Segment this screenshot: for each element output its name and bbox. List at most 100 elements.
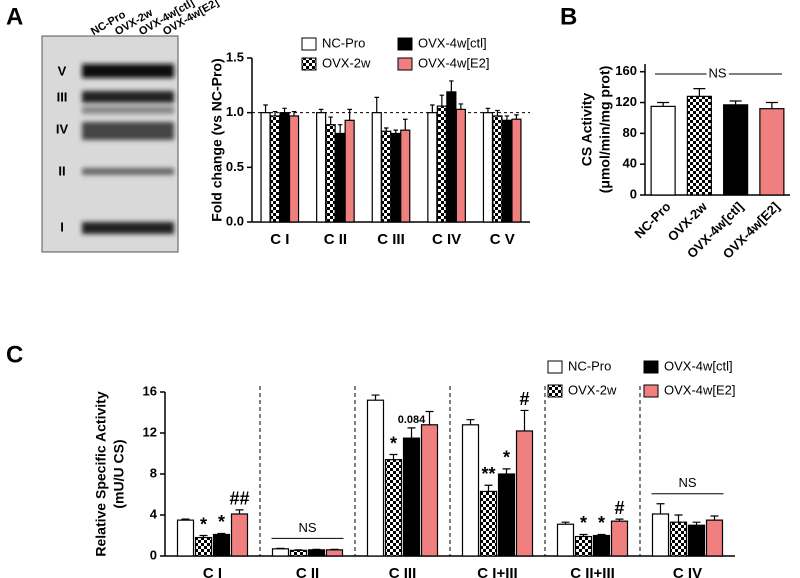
- bar: [194, 536, 213, 557]
- bar: [556, 523, 575, 557]
- error-bar: [514, 114, 519, 120]
- error-bar: [520, 409, 529, 431]
- legend-swatch: [643, 384, 659, 398]
- bar: [515, 430, 534, 557]
- blot: [41, 35, 179, 253]
- significance-label: *: [390, 433, 397, 453]
- bar: [230, 513, 249, 557]
- bar: [420, 424, 439, 557]
- y-tick-label: 80: [623, 125, 637, 140]
- significance-label: *: [200, 514, 207, 534]
- error-bar: [656, 503, 665, 514]
- error-bar: [403, 118, 408, 131]
- significance-label: **: [481, 464, 495, 484]
- bar: [461, 424, 480, 557]
- bar: [492, 115, 503, 223]
- bar: [212, 533, 231, 557]
- bar: [650, 105, 676, 196]
- error-bar: [318, 108, 324, 113]
- group-label: NS: [678, 475, 696, 490]
- error-bar: [407, 427, 416, 439]
- bar: [723, 104, 749, 196]
- bar: [592, 534, 611, 557]
- y-tick-label: 12: [143, 424, 157, 439]
- bar: [366, 399, 385, 557]
- bar: [400, 129, 411, 223]
- error-bar: [430, 104, 435, 113]
- panel-label: A: [6, 3, 23, 30]
- error-bar: [485, 107, 491, 113]
- bar: [279, 112, 290, 223]
- error-bar: [579, 533, 588, 537]
- error-bar: [597, 533, 606, 536]
- bar: [371, 112, 382, 223]
- error-bar: [729, 100, 742, 105]
- y-tick-label: 0: [630, 186, 637, 201]
- bar: [288, 115, 300, 223]
- panel-label: C: [6, 341, 23, 368]
- bar: [402, 437, 421, 557]
- error-bar: [449, 80, 454, 92]
- y-tick-label: 1.0: [226, 104, 244, 119]
- bar: [325, 549, 344, 557]
- error-bar: [282, 107, 287, 113]
- band-label: I: [60, 219, 64, 234]
- legend-swatch: [397, 57, 413, 71]
- legend-swatch: [547, 384, 563, 398]
- error-bar: [199, 534, 208, 538]
- error-bar: [504, 115, 510, 121]
- bar: [482, 112, 494, 223]
- bar: [269, 115, 281, 223]
- error-bar: [294, 549, 303, 551]
- y-tick-label: 0: [150, 547, 157, 562]
- x-tick-label: C III: [377, 231, 405, 248]
- x-tick-label: C I: [270, 231, 289, 248]
- error-bar: [371, 394, 380, 401]
- error-bar: [347, 108, 352, 121]
- x-tick-label: C I: [203, 565, 222, 578]
- bar: [479, 490, 498, 557]
- y-tick-label: 40: [623, 156, 637, 171]
- legend-swatch: [301, 37, 317, 51]
- bar: [574, 535, 593, 557]
- error-bar: [674, 514, 683, 523]
- error-bar: [458, 103, 464, 110]
- x-tick-label: C II+III: [570, 565, 615, 578]
- bar: [511, 118, 522, 223]
- y-tick-label: 16: [143, 383, 157, 398]
- error-bar: [439, 94, 445, 107]
- y-axis-label: Fold change (vs NC-Pro): [209, 58, 225, 221]
- legend-label: OVX-4w[E2]: [418, 55, 490, 70]
- band-label: II: [58, 163, 65, 178]
- error-bar: [389, 453, 398, 460]
- y-tick-label: 8: [150, 465, 157, 480]
- band-label: III: [57, 89, 68, 104]
- y-axis-label: CS Activity: [579, 93, 595, 167]
- bar: [289, 549, 308, 557]
- blot-bands: [82, 64, 174, 234]
- bar: [497, 473, 516, 557]
- legend-label: NC-Pro: [568, 358, 611, 373]
- error-bar: [693, 88, 706, 97]
- significance-label: *: [580, 513, 587, 533]
- y-tick-label: 120: [615, 94, 637, 109]
- x-tick-label: C II: [296, 565, 319, 578]
- bar: [501, 119, 513, 223]
- bar: [436, 105, 447, 223]
- bar: [325, 124, 336, 223]
- error-bar: [312, 548, 321, 550]
- x-tick-label: C IV: [673, 565, 702, 578]
- y-tick-label: 0.0: [226, 213, 244, 228]
- significance-label: #: [519, 389, 529, 409]
- error-bar: [235, 509, 244, 514]
- error-bar: [710, 515, 719, 521]
- legend-swatch: [643, 360, 659, 374]
- error-bar: [330, 548, 339, 550]
- legend-swatch: [301, 57, 317, 71]
- error-bar: [272, 110, 278, 116]
- band-label: V: [58, 63, 67, 78]
- y-axis-label: (mU/U CS): [111, 439, 127, 508]
- x-tick-label: C III: [389, 565, 417, 578]
- bar: [687, 524, 706, 557]
- significance-label: 0.084: [398, 414, 426, 426]
